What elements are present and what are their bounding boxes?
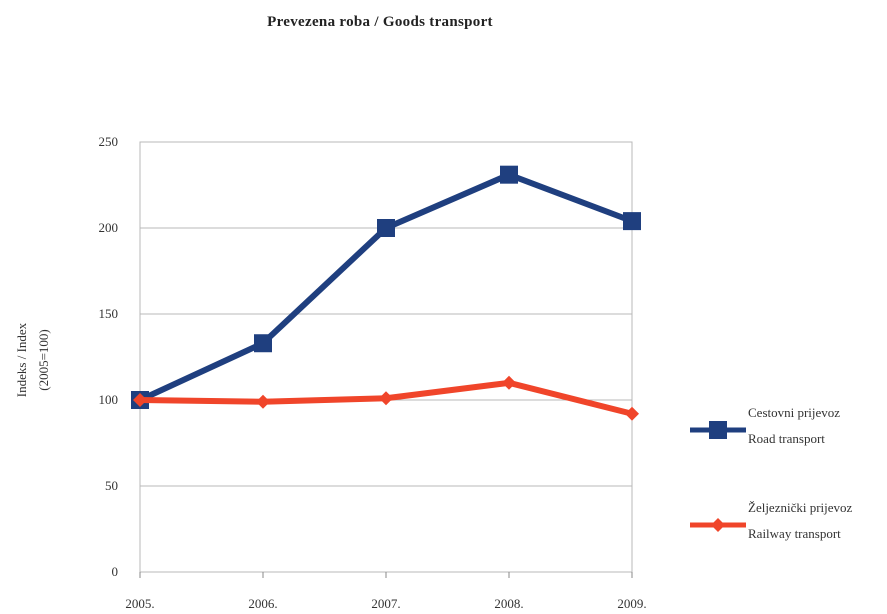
- data-point-railway: [625, 406, 639, 421]
- y-axis-label-line-2: (2005=100): [36, 329, 51, 391]
- x-tick-label: 2005.: [125, 596, 154, 611]
- data-point-road: [500, 165, 518, 184]
- series-layer: [131, 165, 641, 421]
- y-tick-label: 250: [99, 134, 119, 149]
- data-point-road: [623, 212, 641, 231]
- legend-label-railway: Željeznički prijevoz Railway transport: [748, 495, 852, 547]
- legend-swatch-road: [690, 421, 746, 439]
- grid-layer: [139, 141, 633, 573]
- axis-layer: 0 50 100 150 200 250 2005. 2006. 2007. 2008. 2009.: [99, 134, 647, 611]
- legend-label-road-line-1: Cestovni prijevoz: [748, 405, 841, 420]
- plot-frame: [139, 141, 633, 573]
- y-axis-label-line-1: Indeks / Index: [14, 322, 29, 397]
- data-point-railway: [256, 394, 270, 409]
- legend-swatch-railway: [690, 518, 746, 532]
- legend-label-railway-line-2: Railway transport: [748, 526, 841, 541]
- y-axis-label: Indeks / Index (2005=100): [14, 322, 51, 397]
- x-tick-label: 2006.: [248, 596, 277, 611]
- data-point-railway: [379, 391, 393, 406]
- y-tick-label: 100: [99, 392, 119, 407]
- y-tick-label: 0: [112, 564, 119, 579]
- y-tick-label: 200: [99, 220, 119, 235]
- legend-label-road-line-2: Road transport: [748, 431, 825, 446]
- series-line-road: [137, 171, 635, 403]
- x-tick-label: 2007.: [371, 596, 400, 611]
- data-point-railway: [133, 393, 147, 407]
- data-point-railway: [502, 375, 516, 390]
- data-point-road: [254, 334, 272, 353]
- chart-title: Prevezena roba / Goods transport: [267, 14, 493, 30]
- legend-label-railway-line-1: Željeznički prijevoz: [748, 500, 853, 515]
- y-tick-label: 50: [105, 478, 118, 493]
- x-tick-label: 2008.: [494, 596, 523, 611]
- y-tick-label: 150: [99, 306, 119, 321]
- x-tick-label: 2009.: [617, 596, 646, 611]
- legend-label-road: Cestovni prijevoz Road transport: [748, 400, 840, 452]
- data-point-road: [377, 219, 395, 237]
